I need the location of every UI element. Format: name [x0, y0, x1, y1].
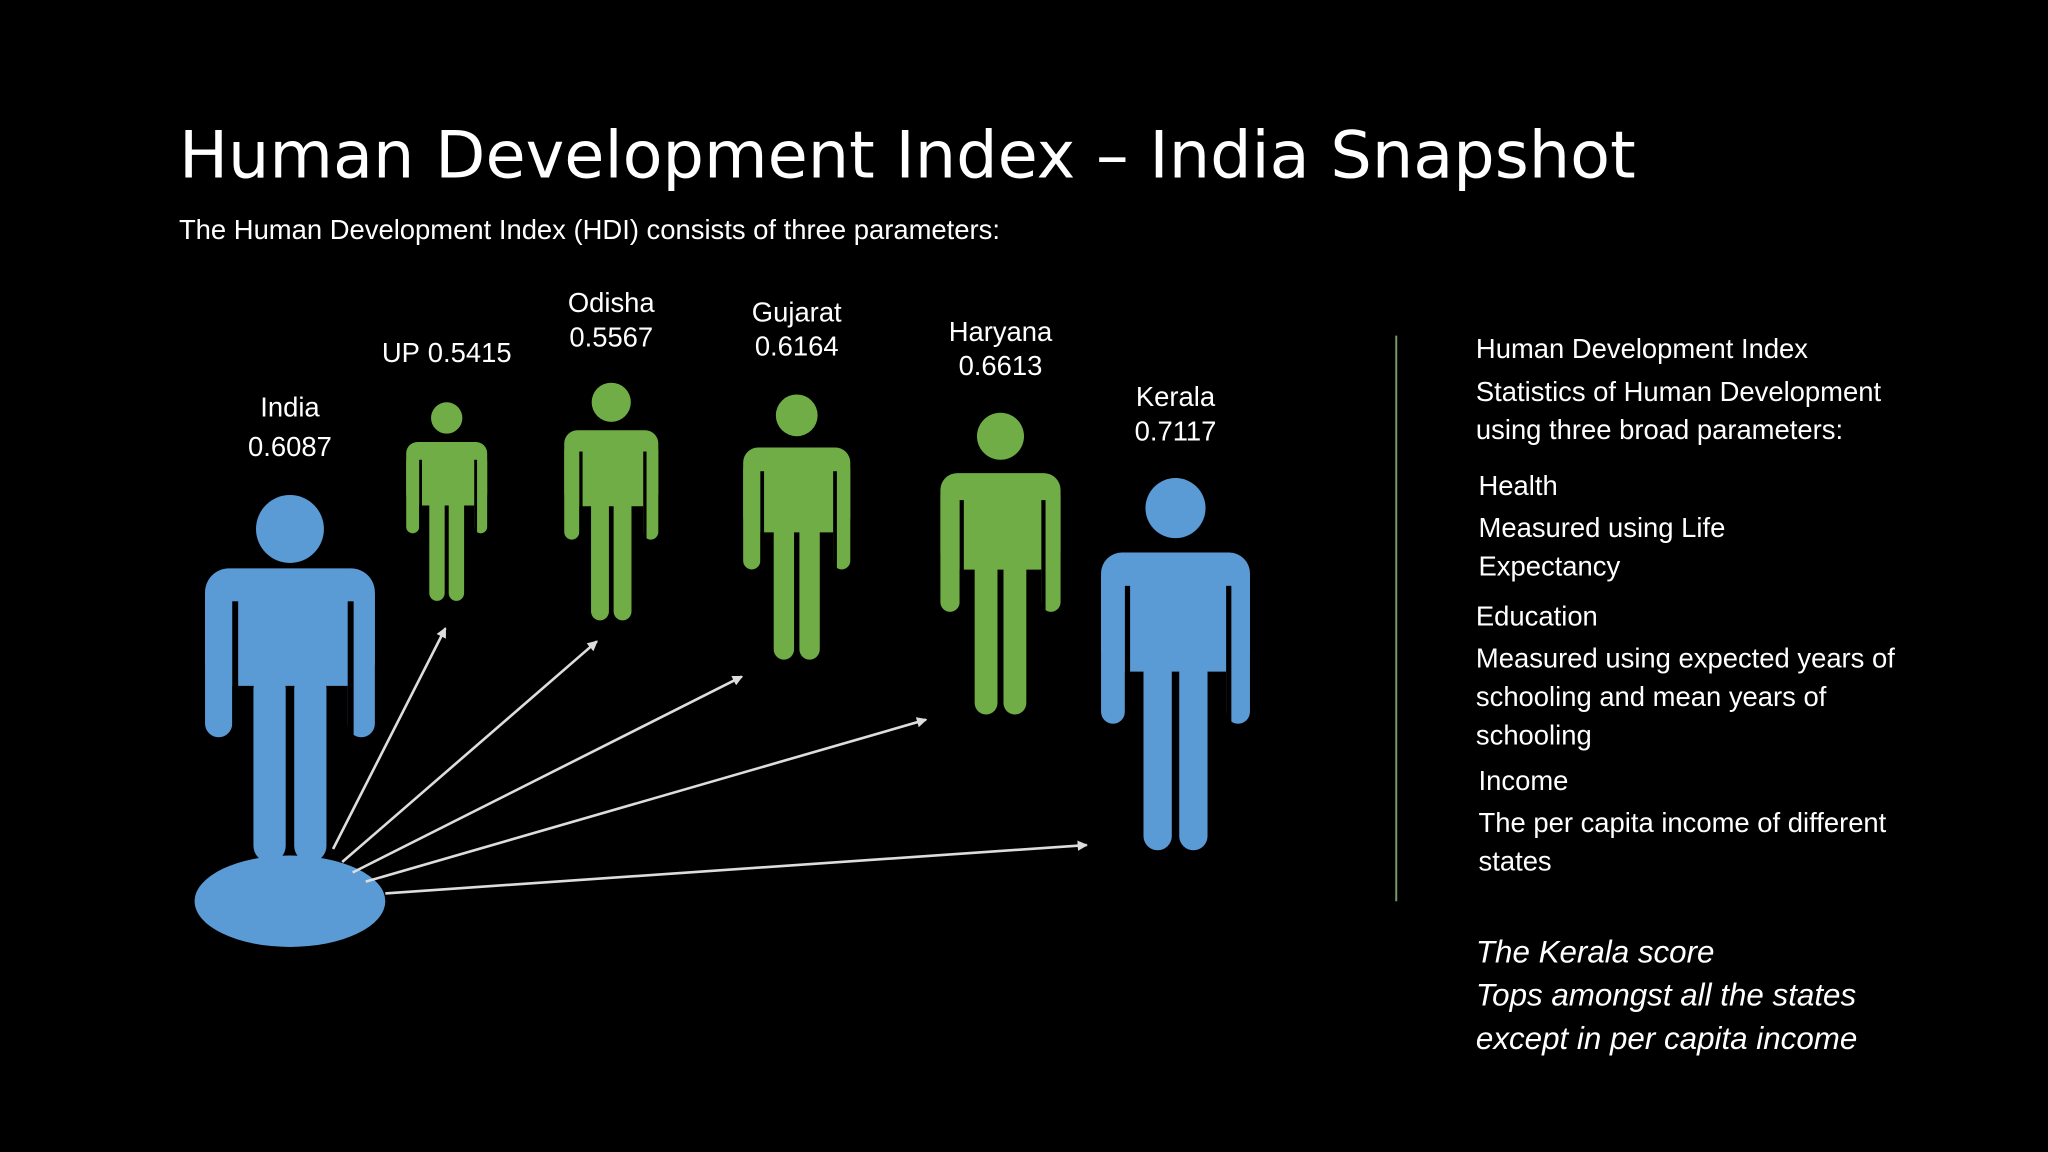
panel-intro: Statistics of Human Development [1476, 376, 1882, 407]
arm [205, 581, 233, 738]
arm-gap [1124, 585, 1131, 758]
figure-value: 0.6613 [959, 350, 1043, 381]
parameter-text: Measured using expected years of [1476, 642, 1895, 673]
arm [643, 443, 659, 540]
head [591, 382, 631, 422]
arm-gap [474, 459, 478, 552]
figure [940, 412, 1061, 715]
note-heading: The Kerala score [1476, 935, 1715, 970]
arrow [341, 640, 598, 864]
figure-value: 0.6087 [248, 431, 332, 462]
torso [406, 441, 488, 506]
parameter-text: schooling and mean years of [1476, 681, 1827, 712]
leg [294, 672, 327, 863]
parameter-text: states [1479, 846, 1552, 877]
figure-value: 0.6164 [755, 331, 839, 362]
arm-gap [833, 471, 837, 594]
figure [564, 382, 659, 621]
torso [940, 473, 1061, 570]
parameter-name: Health [1479, 470, 1558, 501]
figure [1101, 478, 1250, 851]
head [256, 495, 324, 563]
figure-value: 0.5415 [428, 337, 512, 368]
parameter-name: Education [1476, 601, 1598, 632]
parameter-text: The per capita income of different [1479, 807, 1887, 838]
panel-intro: using three broad parameters: [1476, 414, 1843, 445]
head [1145, 478, 1206, 539]
leg [448, 492, 465, 601]
head [431, 402, 463, 434]
leg [773, 519, 795, 660]
head [976, 412, 1024, 460]
arm [406, 455, 420, 534]
leg [1143, 658, 1172, 851]
arrow [365, 717, 928, 883]
arm-gap [347, 601, 354, 771]
arm-gap [579, 451, 583, 561]
arrow [385, 840, 1088, 895]
arm-gap [232, 601, 239, 771]
arm [940, 486, 960, 612]
figure-name: UP [382, 337, 420, 368]
figure [743, 394, 851, 660]
parameter-text: schooling [1476, 719, 1592, 750]
figure-name: Gujarat [752, 296, 842, 327]
arm-gap [643, 451, 647, 561]
figure-value: 0.7117 [1135, 415, 1217, 446]
arm [833, 460, 851, 570]
arrows [331, 627, 1088, 895]
leg [253, 672, 286, 863]
arm [743, 460, 761, 570]
base [194, 855, 386, 947]
arm [1101, 565, 1125, 724]
figure [205, 495, 375, 863]
arm [1226, 565, 1250, 724]
figure-label: UP 0.5415 [382, 337, 512, 368]
parameter-text: Expectancy [1479, 550, 1621, 581]
leg [591, 493, 609, 621]
figure-value: 0.5567 [569, 321, 653, 352]
figure-name: Haryana [949, 316, 1053, 347]
figure-name: Kerala [1136, 381, 1216, 412]
note-text: Tops amongst all the states [1476, 978, 1857, 1013]
leg [799, 519, 820, 660]
arm-gap [760, 471, 765, 594]
arm-gap [419, 459, 422, 552]
arrow [331, 627, 447, 850]
arm [474, 455, 488, 534]
torso [743, 447, 851, 533]
figure-name: Odisha [568, 287, 656, 318]
panel-heading: Human Development Index [1476, 333, 1808, 364]
torso [564, 430, 659, 507]
parameter-text: Measured using Life [1479, 512, 1726, 543]
arm-gap [1041, 500, 1046, 639]
arm-gap [1226, 585, 1232, 758]
title: Human Development Index – India Snapshot [179, 118, 1636, 194]
leg [613, 493, 632, 621]
leg [1179, 658, 1208, 851]
parameter-name: Income [1479, 765, 1569, 796]
arrow [352, 675, 744, 874]
leg [1003, 556, 1027, 715]
leg [974, 556, 998, 715]
torso [205, 568, 375, 686]
figure [406, 402, 488, 601]
arm [347, 581, 375, 738]
note-text: except in per capita income [1476, 1021, 1857, 1056]
arm [564, 443, 580, 540]
head [775, 394, 818, 437]
arm-gap [959, 500, 964, 639]
figure-name: India [260, 392, 320, 423]
arm [1041, 486, 1061, 612]
torso [1101, 552, 1250, 672]
leg [429, 492, 445, 601]
subtitle: The Human Development Index (HDI) consis… [179, 214, 1000, 245]
